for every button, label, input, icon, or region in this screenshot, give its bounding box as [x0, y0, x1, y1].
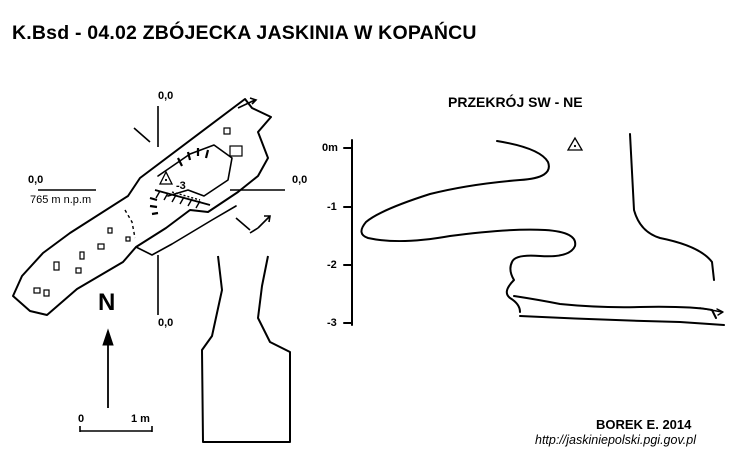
section-bottom-line — [519, 315, 725, 326]
north-arrow — [102, 328, 114, 408]
section-floor — [513, 295, 717, 319]
plan-inner-wall — [157, 144, 233, 197]
plan-cave-outline — [12, 98, 272, 316]
north-label: N — [98, 289, 116, 316]
section-title: PRZEKRÓJ SW - NE — [448, 94, 583, 110]
depth-tick-0: 0m — [322, 142, 338, 154]
depth-tick-1: -1 — [327, 201, 337, 213]
plan-entrance-arrow-right — [257, 215, 271, 229]
bearing-label-left: 0,0 — [28, 174, 44, 186]
plan-ledge-line — [154, 189, 211, 206]
section-exit-line — [699, 307, 723, 313]
section-station-triangle — [566, 136, 584, 151]
plan-constriction-dashes — [124, 209, 136, 239]
plan-shaft-outline — [201, 255, 291, 443]
author-credit: BOREK E. 2014 — [596, 417, 692, 432]
plan-drop-ticks — [149, 148, 210, 216]
altitude-label: 765 m n.p.m — [30, 194, 92, 206]
source-url: http://jaskiniepolski.pgi.gov.pl — [535, 433, 696, 447]
depth-mark-label: -3 — [176, 180, 186, 192]
plan-station-triangle — [158, 170, 174, 185]
depth-tick-2: -2 — [327, 259, 337, 271]
section-upper-wall — [360, 140, 577, 313]
bearing-label-bottom: 0,0 — [158, 317, 174, 329]
scale-end-label: 1 m — [131, 413, 150, 425]
plan-lower-lobe — [135, 205, 237, 256]
plan-ledge-hatch — [155, 190, 201, 209]
bearing-label-top: 0,0 — [158, 90, 174, 102]
scale-bar — [79, 426, 153, 432]
plan-crosshair — [38, 106, 285, 315]
plan-cross-section-dashes — [171, 191, 201, 201]
plan-boulders — [33, 127, 243, 297]
scale-start-label: 0 — [78, 413, 85, 425]
bearing-label-right: 0,0 — [292, 174, 308, 186]
section-right-wall — [629, 133, 715, 281]
page-title: K.Bsd - 04.02 ZBÓJECKA JASKINIA W KOPAŃC… — [12, 22, 477, 44]
depth-tick-3: -3 — [327, 317, 337, 329]
plan-entrance-arrow-ne — [237, 97, 258, 109]
